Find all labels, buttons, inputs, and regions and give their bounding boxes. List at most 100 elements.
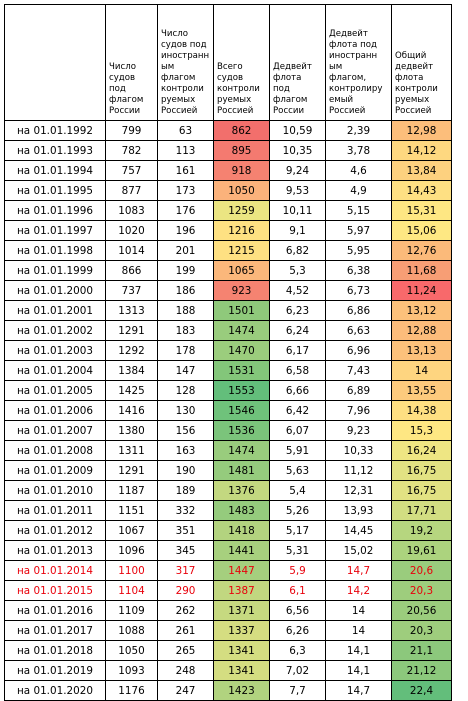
table-header: Число судов под флагом России Число судо…: [4, 4, 452, 121]
ships-russian-flag-cell: 1100: [105, 560, 158, 581]
table-row: на 01.01.1999 866 199 1065 5,3 6,38 11,68: [4, 260, 452, 281]
table-row: на 01.01.2019 1093 248 1341 7,02 14,1 21,12: [4, 660, 452, 681]
dwt-foreign-flag-cell: 6,38: [325, 260, 392, 281]
ships-russian-flag-cell: 1292: [105, 340, 158, 361]
ships-russian-flag-cell: 1313: [105, 300, 158, 321]
dwt-foreign-flag-cell: 5,15: [325, 200, 392, 221]
ships-foreign-flag-cell: 317: [157, 560, 214, 581]
date-cell: на 01.01.2000: [4, 280, 106, 301]
dwt-total-cell: 20,3: [391, 580, 452, 601]
dwt-total-cell: 16,24: [391, 440, 452, 461]
ships-russian-flag-cell: 1384: [105, 360, 158, 381]
dwt-total-cell: 13,84: [391, 160, 452, 181]
dwt-foreign-flag-cell: 6,63: [325, 320, 392, 341]
ships-russian-flag-cell: 1088: [105, 620, 158, 641]
ships-foreign-flag-cell: 183: [157, 320, 214, 341]
date-cell: на 01.01.2001: [4, 300, 106, 321]
dwt-foreign-flag-cell: 15,02: [325, 540, 392, 561]
dwt-total-cell: 17,71: [391, 500, 452, 521]
date-cell: на 01.01.2002: [4, 320, 106, 341]
dwt-foreign-flag-cell: 11,12: [325, 460, 392, 481]
table-row: на 01.01.1997 1020 196 1216 9,1 5,97 15,06: [4, 220, 452, 241]
ships-russian-flag-cell: 1187: [105, 480, 158, 501]
ships-foreign-flag-cell: 178: [157, 340, 214, 361]
ships-russian-flag-cell: 1291: [105, 460, 158, 481]
ships-total-cell: 1371: [213, 600, 270, 621]
dwt-foreign-flag-cell: 6,73: [325, 280, 392, 301]
table-row: на 01.01.2020 1176 247 1423 7,7 14,7 22,4: [4, 680, 452, 701]
ships-foreign-flag-cell: 176: [157, 200, 214, 221]
ships-total-cell: 918: [213, 160, 270, 181]
ships-foreign-flag-cell: 147: [157, 360, 214, 381]
header-row: Число судов под флагом России Число судо…: [4, 4, 452, 121]
dwt-russian-flag-cell: 6,26: [269, 620, 326, 641]
header-ships-total: Всего судов контроли руемых Россией: [213, 4, 270, 121]
dwt-russian-flag-cell: 6,58: [269, 360, 326, 381]
ships-total-cell: 1483: [213, 500, 270, 521]
ships-foreign-flag-cell: 248: [157, 660, 214, 681]
ships-total-cell: 1065: [213, 260, 270, 281]
ships-foreign-flag-cell: 199: [157, 260, 214, 281]
table-row: на 01.01.2008 1311 163 1474 5,91 10,33 16,24: [4, 440, 452, 461]
dwt-russian-flag-cell: 7,02: [269, 660, 326, 681]
dwt-russian-flag-cell: 6,07: [269, 420, 326, 441]
dwt-total-cell: 16,75: [391, 480, 452, 501]
ships-total-cell: 1337: [213, 620, 270, 641]
date-cell: на 01.01.2011: [4, 500, 106, 521]
dwt-foreign-flag-cell: 6,89: [325, 380, 392, 401]
ships-russian-flag-cell: 1416: [105, 400, 158, 421]
dwt-russian-flag-cell: 4,52: [269, 280, 326, 301]
dwt-total-cell: 12,98: [391, 120, 452, 141]
header-dwt-foreign-flag: Дедвейт флота под иностранн ым флагом, к…: [325, 4, 392, 121]
dwt-total-cell: 12,88: [391, 320, 452, 341]
dwt-russian-flag-cell: 9,24: [269, 160, 326, 181]
ships-foreign-flag-cell: 290: [157, 580, 214, 601]
ships-foreign-flag-cell: 189: [157, 480, 214, 501]
dwt-russian-flag-cell: 9,1: [269, 220, 326, 241]
dwt-foreign-flag-cell: 13,93: [325, 500, 392, 521]
dwt-total-cell: 15,06: [391, 220, 452, 241]
dwt-total-cell: 13,12: [391, 300, 452, 321]
ships-total-cell: 862: [213, 120, 270, 141]
dwt-foreign-flag-cell: 14: [325, 620, 392, 641]
table-row: на 01.01.2014 1100 317 1447 5,9 14,7 20,6: [4, 560, 452, 581]
table-row: на 01.01.1993 782 113 895 10,35 3,78 14,12: [4, 140, 452, 161]
table-row: на 01.01.2017 1088 261 1337 6,26 14 20,3: [4, 620, 452, 641]
date-cell: на 01.01.1996: [4, 200, 106, 221]
header-date: [4, 4, 106, 121]
ships-total-cell: 1470: [213, 340, 270, 361]
ships-russian-flag-cell: 877: [105, 180, 158, 201]
date-cell: на 01.01.2019: [4, 660, 106, 681]
date-cell: на 01.01.2012: [4, 520, 106, 541]
ships-total-cell: 1474: [213, 440, 270, 461]
table-row: на 01.01.2006 1416 130 1546 6,42 7,96 14,38: [4, 400, 452, 421]
table-row: на 01.01.2015 1104 290 1387 6,1 14,2 20,3: [4, 580, 452, 601]
dwt-total-cell: 20,3: [391, 620, 452, 641]
date-cell: на 01.01.2004: [4, 360, 106, 381]
ships-foreign-flag-cell: 247: [157, 680, 214, 701]
ships-total-cell: 1418: [213, 520, 270, 541]
ships-russian-flag-cell: 1096: [105, 540, 158, 561]
dwt-foreign-flag-cell: 4,6: [325, 160, 392, 181]
dwt-total-cell: 14,12: [391, 140, 452, 161]
date-cell: на 01.01.2006: [4, 400, 106, 421]
date-cell: на 01.01.2013: [4, 540, 106, 561]
ships-russian-flag-cell: 1151: [105, 500, 158, 521]
ships-total-cell: 1441: [213, 540, 270, 561]
dwt-russian-flag-cell: 6,82: [269, 240, 326, 261]
dwt-foreign-flag-cell: 14,7: [325, 680, 392, 701]
dwt-russian-flag-cell: 6,3: [269, 640, 326, 661]
ships-russian-flag-cell: 1014: [105, 240, 158, 261]
ships-russian-flag-cell: 799: [105, 120, 158, 141]
date-cell: на 01.01.1992: [4, 120, 106, 141]
dwt-foreign-flag-cell: 4,9: [325, 180, 392, 201]
table-row: на 01.01.2012 1067 351 1418 5,17 14,45 19,2: [4, 520, 452, 541]
ships-russian-flag-cell: 1311: [105, 440, 158, 461]
date-cell: на 01.01.2015: [4, 580, 106, 601]
ships-russian-flag-cell: 1093: [105, 660, 158, 681]
ships-total-cell: 1553: [213, 380, 270, 401]
ships-foreign-flag-cell: 265: [157, 640, 214, 661]
dwt-foreign-flag-cell: 6,96: [325, 340, 392, 361]
ships-russian-flag-cell: 737: [105, 280, 158, 301]
ships-total-cell: 1259: [213, 200, 270, 221]
